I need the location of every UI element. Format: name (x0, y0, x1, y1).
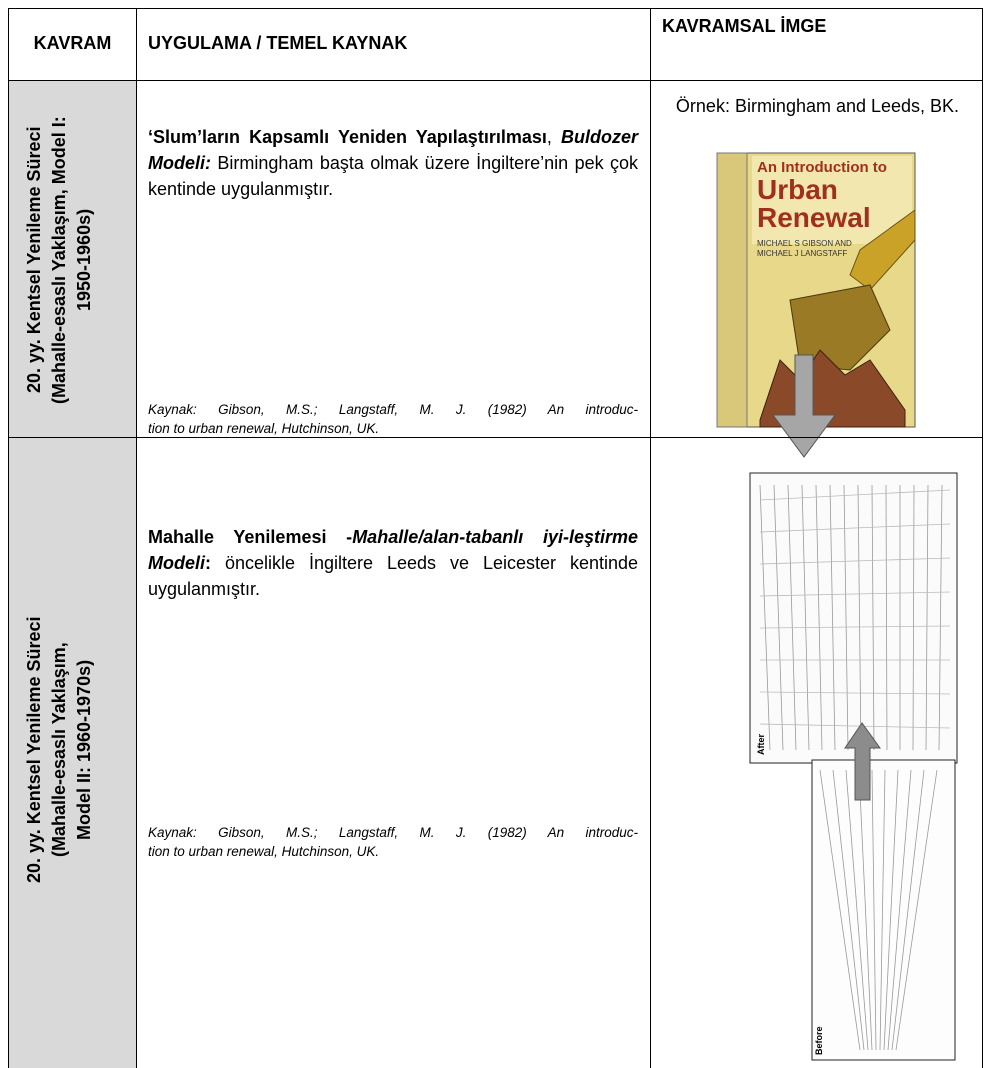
sketch-line (759, 484, 771, 751)
application-text: ‘Slum’ların Kapsamlı Yeniden Yapılaştırı… (148, 127, 547, 147)
sketch-line (879, 769, 886, 1051)
source-line: Kaynak: Gibson, M.S.; Langstaff, M. J. (… (148, 825, 638, 840)
image-caption: Örnek: Birmingham and Leeds, BK. (675, 96, 960, 116)
concept-line: 1950-1960s) (74, 208, 94, 312)
concept-line: Model II: 1960-1970s) (74, 659, 94, 841)
source-line: tion to urban renewal, Hutchinson, UK. (148, 844, 380, 859)
sketch-line (801, 484, 810, 751)
sketch-line (759, 557, 951, 565)
concept: 20. yy. Kentsel Yenileme Süreci (Mahalle… (22, 450, 122, 1050)
concept-bg (9, 81, 136, 1068)
sketch-line (759, 523, 951, 533)
before-label: Before (814, 1026, 824, 1055)
sketch-line (845, 769, 869, 1051)
crane-arm (849, 209, 916, 291)
header-cell: UYGULAMA / TEMEL KAYNAK (148, 33, 408, 53)
border (982, 8, 983, 1068)
arrow-down (772, 354, 836, 458)
header-cell: KAVRAMSAL İMGE (662, 16, 827, 36)
book-text: Renewal (757, 202, 871, 233)
application-text: : (205, 553, 211, 573)
sketch-line (787, 484, 797, 751)
book-text: MICHAEL J LANGSTAFF (757, 249, 847, 258)
sketch-line (759, 625, 951, 629)
sketch-line (871, 769, 877, 1051)
application-text: Mahalle Yenilemesi - (148, 527, 353, 547)
sketch-line (759, 489, 951, 501)
book-text: Urban (757, 174, 838, 205)
source-line: tion to urban renewal, Hutchinson, UK. (148, 421, 380, 436)
sketch-line (891, 769, 925, 1051)
before-drawing (811, 759, 956, 1061)
border (8, 8, 983, 9)
book-text: An Introduction to (757, 159, 887, 176)
concept-line: (Mahalle-esaslı Yaklaşım, (49, 642, 69, 858)
sketch-line (858, 769, 873, 1051)
application-text: , (546, 127, 561, 147)
book-title-bg (752, 156, 912, 244)
sketch-line (887, 769, 912, 1051)
after-label: After (756, 734, 766, 755)
sketch-line (857, 484, 862, 751)
concept-line: 20. yy. Kentsel Yenileme Süreci (24, 126, 44, 394)
book-spine (716, 152, 748, 428)
concept-line: (Mahalle-esaslı Yaklaşım, Model I: (49, 116, 69, 404)
sketch-line (759, 723, 951, 729)
header-cell: KAVRAM (33, 33, 112, 53)
sketch-line (871, 484, 875, 751)
sketch-line (883, 769, 899, 1051)
application-text: öncelikle İngiltere Leeds ve Leicester k… (148, 553, 638, 599)
sketch-line (895, 769, 938, 1051)
bucket (789, 284, 891, 371)
source: Kaynak: Gibson, M.S.; Langstaff, M. J. (… (148, 400, 638, 438)
sketch-line (938, 484, 943, 751)
arrow-up (844, 722, 881, 801)
application-text: Buldozer Modeli: (148, 127, 638, 173)
border (650, 8, 651, 1068)
application-text: Birmingham başta olmak üzere İngiltere’n… (148, 153, 638, 199)
application-text: Mahalle/alan-tabanlı iyi-leştirme Modeli (148, 527, 638, 573)
sketch-line (925, 484, 929, 751)
source-line: Kaynak: Gibson, M.S.; Langstaff, M. J. (… (148, 402, 638, 417)
sketch-line (912, 484, 915, 751)
sketch-line (885, 484, 888, 751)
source: Kaynak: Gibson, M.S.; Langstaff, M. J. (… (148, 823, 638, 861)
border (136, 8, 137, 1068)
border (8, 437, 983, 438)
application: Mahalle Yenilemesi -Mahalle/alan-tabanlı… (148, 524, 638, 602)
sketch-line (773, 484, 784, 751)
sketch-line (815, 484, 823, 751)
concept: 20. yy. Kentsel Yenileme Süreci (Mahalle… (22, 90, 122, 430)
after-drawing (749, 472, 958, 764)
book-text: MICHAEL S GIBSON AND (757, 239, 852, 248)
concept-line: 20. yy. Kentsel Yenileme Süreci (24, 616, 44, 884)
application: ‘Slum’ların Kapsamlı Yeniden Yapılaştırı… (148, 124, 638, 202)
sketch-line (832, 769, 865, 1051)
sketch-line (819, 769, 861, 1051)
sketch-line (759, 591, 951, 597)
border (8, 8, 9, 1068)
border (8, 80, 983, 81)
sketch-line (843, 484, 849, 751)
sketch-line (759, 691, 951, 695)
